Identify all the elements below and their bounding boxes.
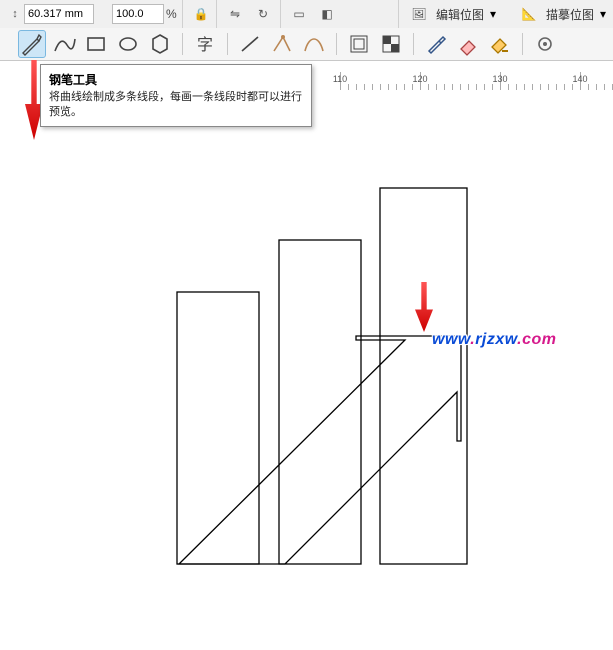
chevron-down-icon: ▾ (600, 7, 606, 21)
canvas[interactable] (0, 90, 613, 647)
ruler-label: 130 (492, 74, 507, 84)
percent-label: % (166, 7, 177, 21)
align-a-icon[interactable]: ▭ (288, 3, 310, 25)
ruler-label: 120 (412, 74, 427, 84)
perspective-tool[interactable] (345, 30, 373, 58)
options-tool[interactable] (531, 30, 559, 58)
checker-tool[interactable] (377, 30, 405, 58)
curve-tool[interactable] (300, 30, 328, 58)
eyedrop-tool[interactable] (422, 30, 450, 58)
text-tool[interactable]: 字 (191, 30, 219, 58)
scale-input[interactable] (112, 4, 164, 24)
chevron-down-icon: ▾ (490, 7, 496, 21)
align-b-icon[interactable]: ◧ (316, 3, 338, 25)
rectangle-tool[interactable] (82, 30, 110, 58)
toolbox-row: 字 (0, 28, 613, 61)
ruler-label: 110 (333, 74, 347, 84)
lock-icon[interactable]: 🔒 (190, 3, 212, 25)
height-input[interactable] (24, 4, 94, 24)
edit-bitmap-label: 编辑位图 (436, 6, 484, 23)
ruler-label: 140 (572, 74, 587, 84)
trace-icon: 📐 (518, 3, 540, 25)
rotate-icon[interactable]: ↻ (252, 3, 274, 25)
svg-text:字: 字 (197, 36, 213, 54)
property-bar: ↕ % 🔒 ⇋ ↻ ▭ ◧ 🖼 编辑位图 ▾ 📐 描摹位图 ▾ (0, 0, 613, 29)
angle-tool[interactable] (268, 30, 296, 58)
tooltip-body: 将曲线绘制成多条线段，每画一条线段时都可以进行预览。 (49, 90, 303, 120)
eraser-tool[interactable] (454, 30, 482, 58)
trace-bitmap-label: 描摹位图 (546, 6, 594, 23)
bitmap-icon: 🖼 (408, 3, 430, 25)
flip-h-icon[interactable]: ⇋ (224, 3, 246, 25)
polygon-tool[interactable] (146, 30, 174, 58)
edit-bitmap-button[interactable]: 🖼 编辑位图 ▾ (408, 3, 496, 25)
drawing (0, 90, 613, 650)
trace-bitmap-button[interactable]: 📐 描摹位图 ▾ (518, 3, 606, 25)
height-icon: ↕ (6, 8, 24, 20)
ellipse-tool[interactable] (114, 30, 142, 58)
line-tool[interactable] (236, 30, 264, 58)
paint-tool[interactable] (486, 30, 514, 58)
bspline-tool[interactable] (50, 30, 78, 58)
tooltip: 钢笔工具 将曲线绘制成多条线段，每画一条线段时都可以进行预览。 (40, 64, 312, 127)
tooltip-title: 钢笔工具 (49, 71, 303, 88)
pen-tool[interactable] (18, 30, 46, 58)
